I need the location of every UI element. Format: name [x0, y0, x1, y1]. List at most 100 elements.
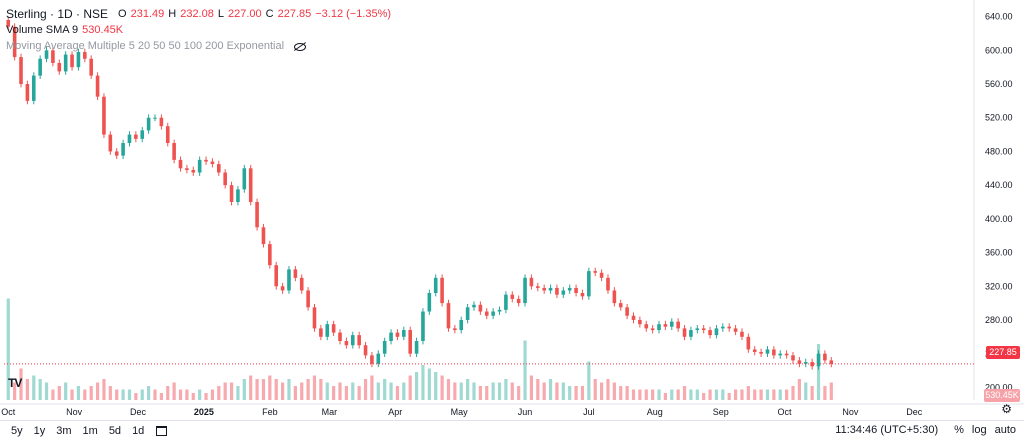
volume-bar: [555, 382, 559, 400]
volume-bar: [568, 386, 572, 400]
volume-bar: [338, 382, 342, 400]
candle-body: [402, 330, 406, 337]
x-tick-label: Jun: [518, 407, 533, 417]
calendar-icon[interactable]: [156, 425, 168, 436]
volume-bar: [727, 393, 731, 400]
range-1m-button[interactable]: 1m: [82, 424, 98, 437]
moving-average-label[interactable]: Moving Average Multiple 5 20 50 50 100 2…: [6, 40, 285, 52]
candle-body: [414, 341, 419, 354]
candle-body: [6, 20, 11, 27]
y-tick-label: 440.00: [985, 180, 1013, 190]
candle-body: [236, 189, 240, 202]
volume-bar: [580, 386, 585, 400]
candle-body: [446, 303, 451, 329]
range-5y-button[interactable]: 5y: [11, 424, 23, 437]
candle-body: [306, 290, 310, 308]
candle-body: [606, 277, 610, 291]
volume-bar: [504, 379, 508, 400]
candle-body: [574, 287, 578, 293]
volume-bar: [332, 386, 336, 400]
candle-body: [759, 351, 763, 354]
range-5d-button[interactable]: 5d: [108, 424, 122, 437]
candle-body: [650, 328, 655, 331]
volume-bar: [797, 379, 801, 400]
candle-body: [83, 52, 87, 59]
range-1d-button[interactable]: 1d: [132, 424, 145, 437]
volume-indicator-label[interactable]: Volume SMA 9: [6, 24, 79, 36]
volume-bar: [427, 368, 431, 400]
volume-bar: [695, 389, 699, 400]
candle-body: [274, 265, 279, 287]
volume-bar: [95, 382, 100, 400]
candle-body: [229, 185, 234, 202]
volume-bar: [548, 379, 553, 400]
y-tick-label: 640.00: [985, 12, 1013, 22]
chart-legend: Sterling · 1D · NSE O 231.49 H 232.08 L 227…: [6, 6, 391, 54]
symbol-title[interactable]: Sterling · 1D · NSE: [6, 7, 109, 21]
range-1y-button[interactable]: 1y: [33, 424, 46, 437]
low-value: 227.00: [227, 8, 262, 20]
volume-bar: [740, 389, 744, 400]
auto-toggle[interactable]: auto: [994, 424, 1016, 436]
volume-bar: [733, 389, 738, 400]
range-3m-button[interactable]: 3m: [56, 424, 72, 437]
volume-bar: [300, 382, 304, 400]
candle-body: [491, 311, 495, 316]
y-tick-label: 520.00: [985, 113, 1013, 123]
eye-hidden-icon[interactable]: [294, 42, 307, 51]
candle-body: [223, 172, 227, 186]
candle-body: [631, 315, 636, 320]
volume-bar: [44, 382, 49, 400]
candle-body: [312, 307, 317, 329]
candle-body: [752, 349, 757, 352]
price-chart[interactable]: 640.00 600.00 560.00 520.00 480.00 440.00 400.…: [0, 0, 1024, 420]
candle-body: [816, 353, 821, 367]
candle-body: [76, 52, 81, 68]
candle-body: [280, 286, 285, 291]
volume-bar: [153, 389, 157, 400]
volume-bar: [689, 389, 693, 400]
volume-bar: [121, 389, 125, 400]
candle-body: [803, 362, 808, 364]
candle-body: [114, 151, 119, 156]
candle-body: [293, 269, 298, 278]
candle-body: [159, 117, 164, 127]
y-tick-label: 200.00: [985, 382, 1013, 392]
candle-body: [57, 62, 62, 72]
candle-body: [433, 277, 438, 293]
candle-body: [708, 330, 712, 336]
volume-bar: [236, 386, 240, 400]
volume-bar: [395, 386, 400, 400]
candle-body: [204, 159, 208, 162]
x-tick-label: Dec: [130, 407, 147, 417]
log-toggle[interactable]: log: [971, 424, 987, 436]
volume-bar: [491, 382, 495, 400]
candle-body: [542, 287, 546, 291]
gear-icon[interactable]: ⚙: [1001, 402, 1012, 416]
clock-time[interactable]: 11:34:46 (UTC+5:30): [835, 424, 939, 436]
volume-bar: [6, 298, 10, 400]
volume-bar: [249, 375, 253, 400]
volume-bar: [472, 382, 476, 400]
candle-body: [536, 286, 540, 288]
candle-body: [382, 341, 387, 354]
volume-bar: [64, 382, 68, 400]
x-tick-label: Dec: [906, 407, 923, 417]
volume-bar: [651, 389, 655, 400]
volume-bar: [497, 382, 502, 400]
volume-bar: [810, 386, 814, 400]
candle-body: [248, 168, 253, 202]
candle-body: [185, 168, 189, 170]
candle-body: [395, 332, 400, 337]
candle-body: [612, 290, 617, 304]
volume-bar: [606, 379, 610, 400]
candle-body: [772, 349, 776, 356]
percent-toggle[interactable]: %: [954, 424, 964, 436]
volume-bar: [408, 375, 412, 400]
volume-bar: [223, 382, 227, 400]
tradingview-logo[interactable]: TV: [8, 376, 22, 390]
volume-bar: [89, 386, 93, 400]
volume-bar: [587, 361, 591, 400]
candle-body: [376, 353, 381, 364]
volume-bar: [134, 393, 138, 400]
